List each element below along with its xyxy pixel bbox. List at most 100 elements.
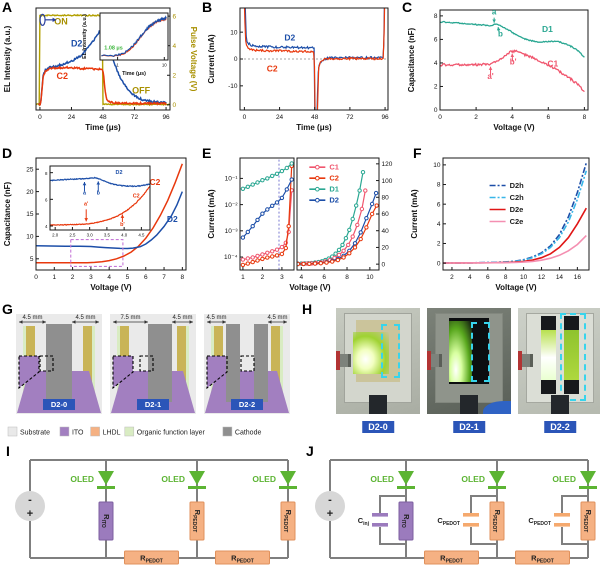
annotation-text: a: [83, 191, 87, 197]
y2-axis-label: Pulse Voltage (V): [189, 27, 198, 92]
panel-C-chart: 0 2 4 6 8 0 2 4 6 8 Voltage (V) Capacitance (nF) a b a…: [407, 8, 589, 132]
series-C2e: [443, 235, 587, 264]
oled-photo-d2-2: [518, 308, 600, 414]
panel-letter-I: I: [6, 443, 10, 459]
svg-text:C2: C2: [329, 174, 339, 183]
svg-text:D2-1: D2-1: [145, 400, 161, 409]
emission-glow: [353, 332, 389, 374]
svg-text:120: 120: [382, 161, 393, 168]
series-C2: [297, 203, 379, 267]
annotation-text: a': [487, 72, 493, 81]
svg-text:Substrate: Substrate: [20, 430, 50, 437]
annotation-text: C1: [547, 59, 558, 69]
svg-text:-: -: [328, 494, 332, 506]
dashed-region: [139, 355, 154, 372]
svg-text:5: 5: [30, 256, 34, 263]
svg-text:0: 0: [438, 114, 442, 121]
resistor-R-ITO: RITO: [98, 501, 114, 541]
resistor-R-PEDOT: RPEDOT: [489, 501, 505, 541]
dimension-label: 4.5 mm: [75, 315, 95, 321]
svg-text:RPEDOT: RPEDOT: [531, 554, 554, 565]
dimension-label: 4.5 mm: [22, 315, 42, 321]
annotation-text: C2: [267, 63, 278, 73]
svg-text:-: -: [28, 494, 32, 506]
annotation-arrow: [488, 66, 493, 70]
svg-text:10: 10: [520, 274, 528, 281]
annotation-text: C2: [133, 193, 140, 199]
annotation-text: b': [120, 222, 125, 228]
svg-text:3.0: 3.0: [87, 233, 94, 238]
capacitor-C-inj: Cinj: [358, 495, 406, 545]
annotation-text: D2: [71, 38, 83, 48]
oled-diode: OLED: [552, 471, 597, 489]
x-axis-label: Time (μs): [122, 71, 146, 77]
svg-text:100: 100: [382, 178, 393, 185]
annotation-arrow: [496, 27, 501, 31]
dashed-zoom-outline: [18, 355, 40, 390]
svg-text:4: 4: [45, 224, 48, 229]
svg-text:6: 6: [546, 114, 550, 121]
series-D2: [244, 8, 385, 110]
measurement-dashed-box: [471, 322, 490, 382]
svg-text:RPEDOT: RPEDOT: [231, 554, 254, 565]
bottom-resistor-R-PEDOT: RPEDOT: [124, 550, 179, 565]
oled-label: OLED: [370, 474, 394, 484]
svg-text:LHDL: LHDL: [103, 430, 121, 437]
svg-text:C2e: C2e: [510, 217, 524, 226]
dashed-region: [240, 355, 255, 372]
svg-text:4: 4: [173, 43, 177, 50]
bottom-resistor-R-PEDOT: RPEDOT: [215, 550, 270, 565]
legend-item-D2h: D2h: [489, 181, 524, 190]
annotation-text: b: [97, 191, 101, 197]
device-D2-0: 4.5 mm 4.5 mm D2-0: [16, 314, 102, 414]
annotation-text: D2: [284, 33, 295, 43]
panel-I: I - + OLED RITO OLED RPEDOT OLED RPEDOT RPEDOT RP…: [0, 443, 300, 574]
svg-text:10: 10: [366, 274, 374, 281]
svg-text:Organic function layer: Organic function layer: [137, 430, 206, 437]
oled-label: OLED: [552, 474, 576, 484]
svg-text:16: 16: [574, 274, 582, 281]
svg-text:15: 15: [26, 211, 34, 218]
svg-text:0: 0: [243, 114, 247, 121]
y-axis-label: Capacitance (nF): [407, 27, 416, 92]
highlight-dashed-rect: [70, 238, 124, 267]
svg-text:6: 6: [486, 274, 490, 281]
svg-text:4: 4: [300, 274, 304, 281]
svg-text:C2h: C2h: [510, 193, 525, 202]
series-group: [36, 163, 184, 264]
svg-text:D2-2: D2-2: [239, 400, 255, 409]
svg-text:4: 4: [434, 60, 438, 67]
svg-text:8: 8: [181, 274, 185, 281]
svg-text:10⁻²: 10⁻²: [225, 202, 239, 209]
svg-text:3: 3: [280, 274, 284, 281]
panel-F-chart: 2 4 6 8 10 12 14 16 0 2 4 6 8 10 Voltage (V) Current (m…: [410, 157, 590, 292]
annotation-text: OFF: [132, 86, 150, 96]
emission-column-right: [564, 316, 579, 394]
series-D1: [240, 161, 294, 191]
y-axis-label: EL Intensity (a.u.): [82, 14, 88, 59]
oled-diode: OLED: [70, 471, 115, 489]
annotation-text: C2: [57, 71, 69, 81]
clamp: [336, 351, 351, 370]
panel-letter-A: A: [2, 0, 13, 15]
svg-text:25: 25: [26, 166, 34, 173]
series-D2-rise: [101, 15, 167, 58]
svg-text:6: 6: [45, 198, 48, 203]
svg-text:8: 8: [345, 274, 349, 281]
svg-text:D2-0: D2-0: [51, 400, 67, 409]
panel-H: H: [300, 301, 600, 444]
svg-text:1: 1: [52, 274, 56, 281]
svg-text:RPEDOT: RPEDOT: [440, 554, 463, 565]
svg-text:10⁻¹: 10⁻¹: [225, 176, 239, 183]
annotation-arrow: [492, 19, 496, 23]
legend-item-Cathode: Cathode: [222, 426, 261, 437]
x-axis-label: Voltage (V): [493, 123, 535, 132]
svg-text:+: +: [27, 508, 33, 520]
legend-item-ITO: ITO: [59, 426, 84, 437]
svg-text:6: 6: [322, 274, 326, 281]
cathode-bar: [148, 324, 172, 402]
svg-text:2: 2: [474, 114, 478, 121]
